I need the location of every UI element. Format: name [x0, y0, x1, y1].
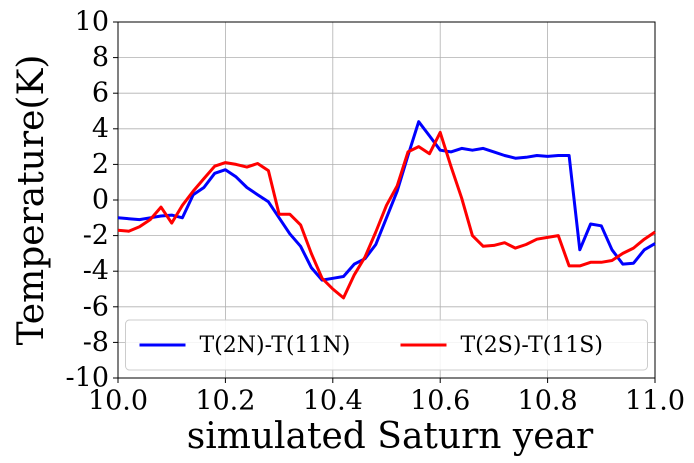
y-tick-label: -10: [66, 363, 109, 394]
x-axis-label: simulated Saturn year: [187, 416, 594, 457]
plot-frame: [117, 21, 656, 379]
x-tick-label: 11.0: [625, 386, 685, 417]
x-tick-label: 10.8: [518, 386, 578, 417]
line-series: [117, 120, 656, 282]
y-tick-label: -6: [83, 291, 109, 322]
legend-label: T(2S)-T(11S): [461, 333, 603, 358]
y-tick-label: -4: [83, 256, 109, 287]
y-tick-label: 2: [92, 149, 109, 180]
x-tick-label: 10.6: [410, 386, 470, 417]
legend-box: [125, 319, 648, 371]
y-tick-label: 10: [75, 7, 109, 38]
legend-label: T(2N)-T(11N): [200, 333, 351, 358]
y-tick-label: 8: [92, 42, 109, 73]
y-axis-label: Temperature(K): [11, 55, 52, 346]
x-tick-label: 10.2: [195, 386, 255, 417]
line-series: [117, 130, 656, 300]
y-tick-label: 4: [92, 113, 109, 144]
y-tick-label: -2: [83, 220, 109, 251]
y-tick-label: 6: [92, 78, 109, 109]
x-tick-label: 10.4: [303, 386, 363, 417]
y-tick-label: -8: [83, 327, 109, 358]
x-tick-label: 10.0: [88, 386, 148, 417]
y-tick-label: 0: [92, 185, 109, 216]
